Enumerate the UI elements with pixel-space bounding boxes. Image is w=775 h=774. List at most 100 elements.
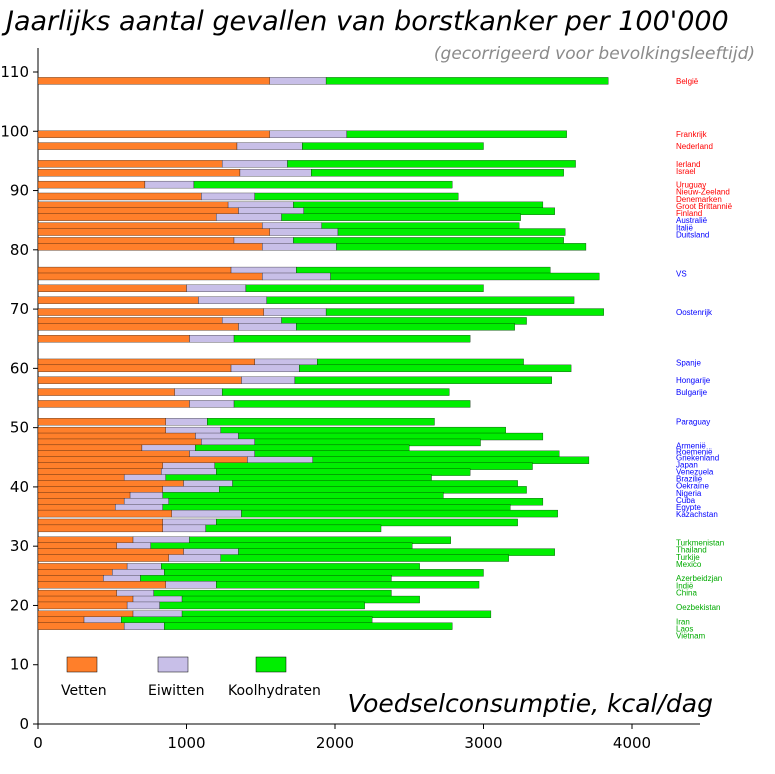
- bar-row: [37, 284, 484, 292]
- y-tick-label: 0: [19, 715, 29, 733]
- bar-segment-vetten: [37, 524, 163, 533]
- bar-row: [37, 498, 544, 506]
- bar-row: [37, 308, 604, 316]
- legend: Vetten Eiwitten Koolhydraten: [61, 656, 321, 699]
- legend-swatch-koolhydraten: [255, 656, 287, 673]
- bar-segment-koolhydraten: [346, 130, 567, 138]
- country-label: Cuba: [676, 496, 696, 505]
- bar-row: [37, 426, 506, 435]
- x-tick-label: 4000: [613, 734, 651, 752]
- country-label: Bulgarije: [676, 388, 708, 397]
- bar-row: [37, 323, 515, 331]
- bar-segment-koolhydraten: [207, 418, 435, 426]
- bar-row: [37, 142, 484, 150]
- legend-swatch-eiwitten: [157, 656, 189, 673]
- country-label: Paraguay: [676, 418, 710, 427]
- bar-segment-koolhydraten: [330, 272, 600, 281]
- bar-row: [37, 504, 511, 512]
- bar-row: [37, 524, 382, 533]
- bar-segment-eiwitten: [189, 335, 235, 343]
- y-ticks: 0 10 20 30 40 50 60 70 80 90 100 110: [0, 63, 38, 733]
- bar-segment-koolhydraten: [299, 364, 572, 373]
- country-label: Turkmenistan: [676, 539, 724, 548]
- bar-segment-eiwitten: [171, 509, 242, 518]
- bar-segment-vetten: [37, 622, 125, 630]
- country-label: België: [676, 77, 699, 86]
- bar-segment-eiwitten: [198, 296, 267, 304]
- bar-segment-vetten: [37, 581, 166, 589]
- bar-segment-koolhydraten: [336, 243, 587, 251]
- bar-row: [37, 243, 587, 251]
- country-label: Nieuw-Zeeland: [676, 188, 730, 197]
- bar-segment-vetten: [37, 272, 263, 281]
- country-label: Denemarken: [676, 195, 722, 204]
- bar-segment-vetten: [37, 418, 166, 426]
- country-label: Duitsland: [676, 230, 709, 239]
- bar-segment-vetten: [37, 243, 263, 251]
- x-tick-label: 3000: [464, 734, 502, 752]
- bar-segment-eiwitten: [221, 160, 288, 168]
- legend-label-vetten: Vetten: [61, 683, 107, 699]
- country-label: Thailand: [676, 546, 707, 555]
- country-label: Armenië: [676, 441, 706, 450]
- bar-segment-vetten: [37, 142, 238, 150]
- bar-segment-eiwitten: [123, 622, 165, 630]
- x-tick-label: 2000: [316, 734, 354, 752]
- bar-row: [37, 335, 471, 343]
- bar-row: [37, 272, 600, 281]
- bar-row: [37, 213, 521, 221]
- bar-row: [37, 364, 572, 373]
- bar-segment-eiwitten: [262, 272, 331, 281]
- bar-segment-vetten: [37, 601, 128, 610]
- bar-segment-koolhydraten: [233, 400, 471, 408]
- bar-segment-eiwitten: [230, 364, 300, 373]
- legend-swatch-vetten: [66, 656, 98, 673]
- country-label: Oostenrijk: [676, 308, 713, 317]
- bar-segment-eiwitten: [238, 323, 297, 331]
- bar-segment-koolhydraten: [221, 388, 450, 396]
- bar-row: [37, 130, 567, 138]
- bar-segment-eiwitten: [165, 418, 208, 426]
- country-label: Spanje: [676, 358, 701, 367]
- bar-segment-eiwitten: [162, 524, 206, 533]
- bar-segment-koolhydraten: [325, 77, 609, 85]
- bar-segment-koolhydraten: [233, 335, 471, 343]
- bar-segment-koolhydraten: [302, 142, 484, 150]
- x-tick-label: 0: [33, 734, 43, 752]
- bar-row: [37, 418, 435, 426]
- bar-segment-koolhydraten: [216, 581, 480, 589]
- bar-segment-eiwitten: [269, 228, 339, 236]
- bar-row: [37, 610, 492, 618]
- bar-segment-vetten: [37, 130, 270, 138]
- bar-segment-vetten: [37, 323, 239, 331]
- bar-segment-koolhydraten: [325, 308, 604, 316]
- chart-subtitle: (gecorrigeerd voor bevolkingsleeftijd): [434, 44, 755, 64]
- country-label: Ierland: [676, 160, 700, 169]
- bar-row: [37, 509, 558, 518]
- bar-row: [37, 228, 566, 236]
- bar-segment-eiwitten: [186, 284, 247, 292]
- bar-row: [37, 581, 480, 589]
- bar-segment-vetten: [37, 160, 223, 168]
- bar-segment-eiwitten: [126, 601, 160, 610]
- bar-segment-eiwitten: [201, 192, 255, 201]
- bar-row: [37, 554, 509, 562]
- bar-row: [37, 622, 453, 630]
- bar-segment-eiwitten: [165, 581, 217, 589]
- y-tick-label: 90: [10, 182, 29, 200]
- bar-row: [37, 180, 453, 189]
- country-label: Indië: [676, 581, 694, 590]
- country-label: Turkije: [676, 553, 700, 562]
- bar-row: [37, 400, 471, 408]
- bar-segment-koolhydraten: [281, 213, 521, 221]
- bars-group: [37, 77, 609, 630]
- bar-segment-vetten: [37, 308, 264, 316]
- y-tick-label: 40: [10, 478, 29, 496]
- country-label: Azerbeidzjan: [676, 574, 722, 583]
- bar-segment-eiwitten: [239, 169, 312, 177]
- bar-segment-eiwitten: [263, 308, 327, 316]
- y-tick-label: 60: [10, 359, 29, 377]
- bar-segment-koolhydraten: [164, 622, 453, 630]
- bar-segment-koolhydraten: [245, 284, 484, 292]
